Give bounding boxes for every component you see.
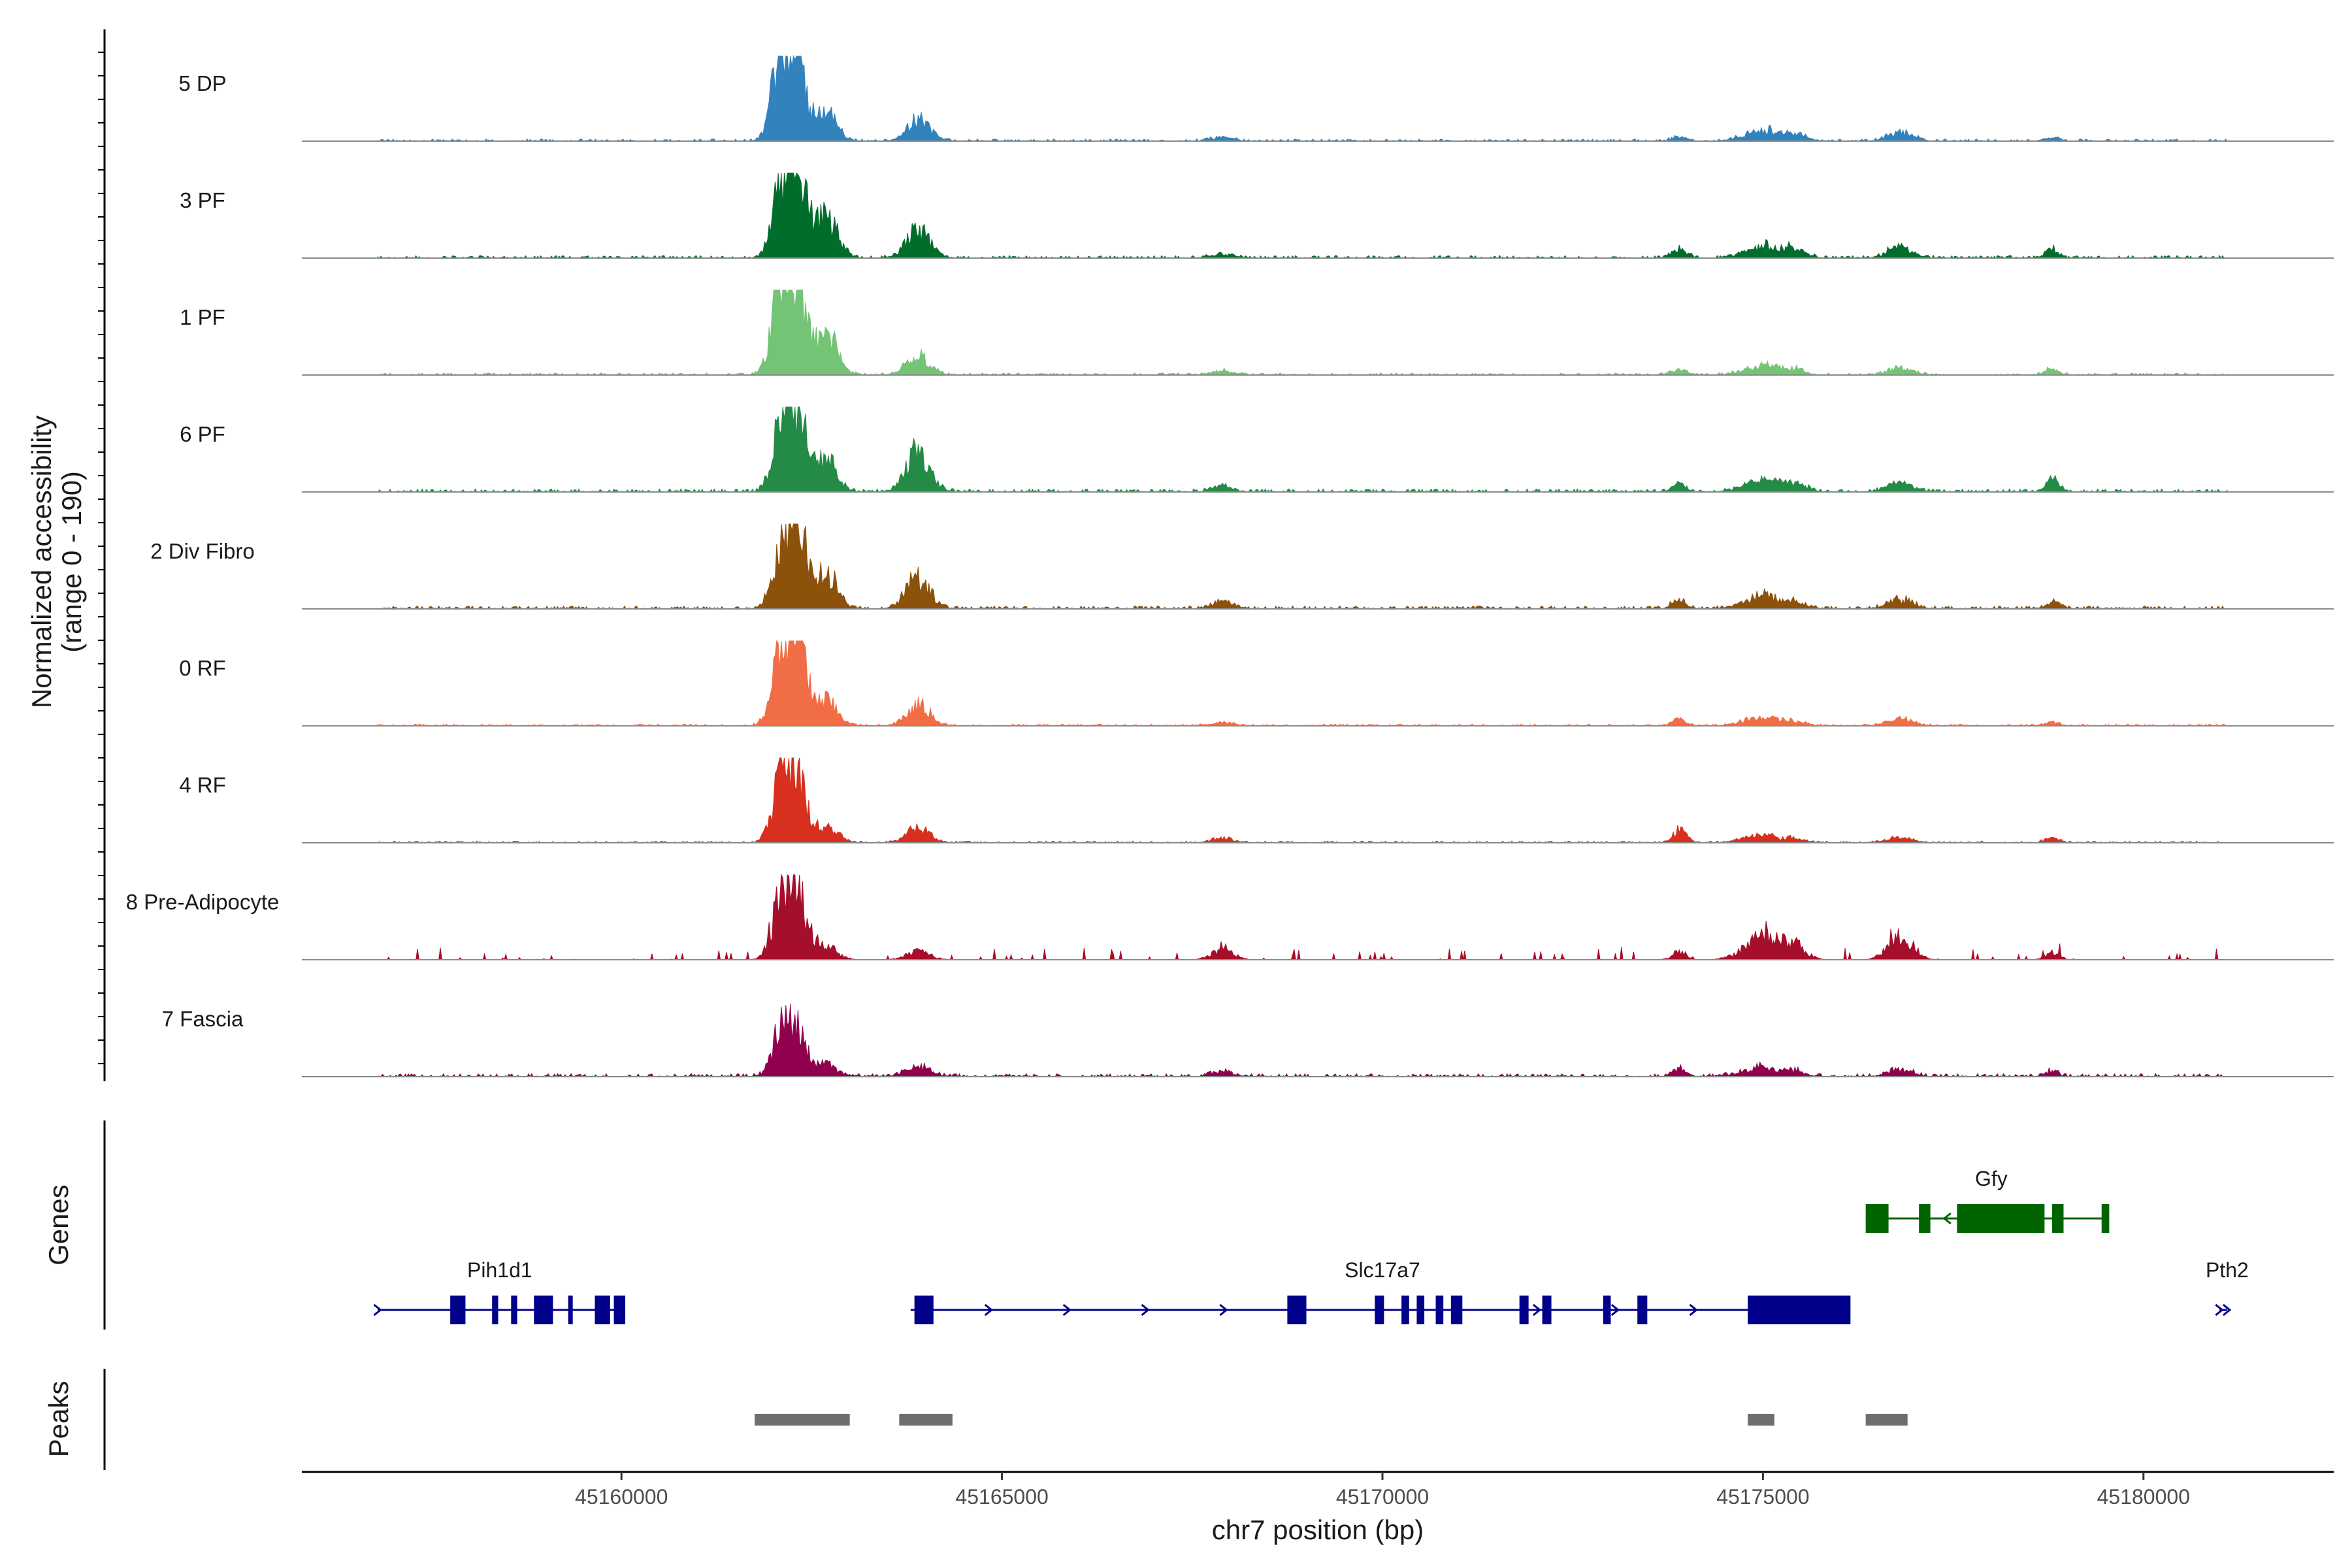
track-3-pf: 3 PF xyxy=(180,172,2334,259)
coverage-area xyxy=(378,523,2227,610)
track-label: 8 Pre-Adipocyte xyxy=(126,890,280,914)
gene-exon xyxy=(914,1296,934,1324)
x-tick-label: 45170000 xyxy=(1336,1485,1429,1509)
peak-region xyxy=(755,1414,850,1426)
track-label: 2 Div Fibro xyxy=(150,539,255,563)
track-5-dp: 5 DP xyxy=(178,55,2334,142)
track-label: 4 RF xyxy=(179,773,226,797)
genes-panel: Pih1d1 Slc17a7 Pth2 Gfy xyxy=(373,1167,2249,1324)
coverage-area xyxy=(377,406,2228,493)
strand-arrow xyxy=(1689,1303,1699,1316)
strand-arrow xyxy=(2222,1303,2232,1316)
coverage-area xyxy=(378,172,2227,259)
gene-exon xyxy=(1450,1296,1463,1324)
track-label: 5 DP xyxy=(178,71,226,95)
track-0-rf: 0 RF xyxy=(179,640,2334,727)
gene-exon xyxy=(492,1296,498,1324)
x-axis-ticks: 45160000 45165000 45170000 45175000 45180000 xyxy=(575,1472,2190,1509)
strand-arrow xyxy=(1141,1303,1150,1316)
peak-region xyxy=(1865,1414,1908,1426)
gene-label: Slc17a7 xyxy=(1345,1258,1420,1282)
x-tick-label: 45175000 xyxy=(1716,1485,1809,1509)
gene-slc17a7: Slc17a7 xyxy=(910,1258,1851,1324)
gene-exon xyxy=(613,1296,626,1324)
x-axis-title: chr7 position (bp) xyxy=(1212,1514,1424,1545)
track-label: 6 PF xyxy=(180,422,225,446)
track-7-fascia: 7 Fascia xyxy=(162,1004,2334,1078)
track-label: 3 PF xyxy=(180,188,225,212)
track-label: 0 RF xyxy=(179,656,226,680)
gene-exon xyxy=(1519,1296,1529,1324)
strand-arrow xyxy=(1532,1303,1542,1316)
gene-exon xyxy=(1919,1204,1931,1233)
coverage-tracks: 5 DP 3 PF 1 PF 6 PF 2 Div Fibro 0 RF 4 RF 8 Pre… xyxy=(126,55,2334,1078)
track-1-pf: 1 PF xyxy=(180,289,2334,376)
track-2-div-fibro: 2 Div Fibro xyxy=(150,523,2334,610)
gene-label: Pih1d1 xyxy=(467,1258,532,1282)
track-4-rf: 4 RF xyxy=(179,757,2334,843)
coverage-area xyxy=(378,1004,2228,1078)
strand-arrow xyxy=(1219,1303,1228,1316)
gene-exon xyxy=(1542,1296,1552,1324)
track-label: 7 Fascia xyxy=(162,1007,244,1031)
peak-region xyxy=(899,1414,953,1426)
track-8-pre-adipocyte: 8 Pre-Adipocyte xyxy=(126,874,2334,961)
gene-exon xyxy=(1748,1296,1851,1324)
coverage-area xyxy=(378,55,2228,142)
coverage-y-axis-title: Normalized accessibility (range 0 - 190) xyxy=(26,416,87,708)
gene-exon xyxy=(534,1296,553,1324)
gene-label: Gfy xyxy=(1975,1167,2008,1190)
gene-exon xyxy=(1865,1204,1889,1233)
peaks-panel xyxy=(755,1414,1908,1426)
coverage-area xyxy=(378,289,2228,376)
peak-region xyxy=(1748,1414,1774,1426)
gene-pih1d1: Pih1d1 xyxy=(373,1258,626,1324)
strand-arrow xyxy=(1062,1303,1071,1316)
coverage-area xyxy=(377,757,2227,843)
gene-label: Pth2 xyxy=(2206,1258,2249,1282)
x-tick-label: 45160000 xyxy=(575,1485,668,1509)
strand-arrow xyxy=(984,1303,994,1316)
track-6-pf: 6 PF xyxy=(180,406,2334,493)
track-label: 1 PF xyxy=(180,305,225,329)
peaks-panel-title: Peaks xyxy=(43,1381,74,1458)
gene-exon xyxy=(450,1296,466,1324)
y-axis-title-line2: (range 0 - 190) xyxy=(56,471,87,653)
gene-exon xyxy=(568,1296,573,1324)
gene-exon xyxy=(1435,1296,1444,1324)
x-tick-label: 45165000 xyxy=(955,1485,1048,1509)
gene-exon xyxy=(1416,1296,1425,1324)
gene-exon xyxy=(511,1296,517,1324)
coverage-axis-ticks xyxy=(98,52,105,1064)
gene-exon xyxy=(1603,1296,1611,1324)
gene-exon xyxy=(595,1296,610,1324)
gene-exon xyxy=(2052,1204,2064,1233)
gene-gfy: Gfy xyxy=(1865,1167,2110,1233)
strand-arrow xyxy=(1942,1212,1952,1225)
gene-exon xyxy=(1375,1296,1384,1324)
genes-panel-title: Genes xyxy=(43,1184,74,1266)
gene-exon xyxy=(1957,1204,2045,1233)
coverage-area xyxy=(378,874,2227,961)
strand-arrow xyxy=(373,1303,382,1316)
gene-exon xyxy=(1287,1296,1307,1324)
strand-arrow xyxy=(1610,1303,1620,1316)
gene-pth2: Pth2 xyxy=(2206,1258,2249,1316)
x-tick-label: 45180000 xyxy=(2097,1485,2190,1509)
coverage-area xyxy=(378,640,2227,727)
gene-exon xyxy=(1637,1296,1648,1324)
y-axis-title-line1: Normalized accessibility xyxy=(26,416,57,708)
gene-exon xyxy=(2101,1204,2110,1233)
strand-arrow xyxy=(2215,1303,2224,1316)
gene-exon xyxy=(1401,1296,1409,1324)
